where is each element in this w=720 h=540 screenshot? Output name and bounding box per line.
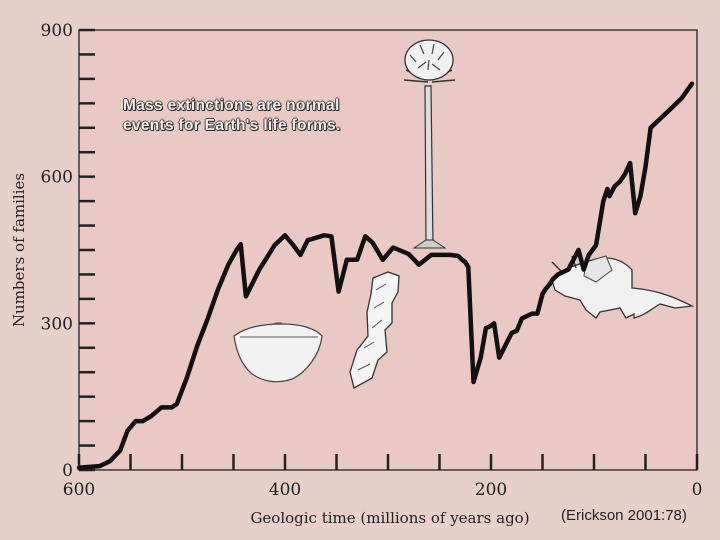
tree-illustration bbox=[403, 39, 456, 249]
trilobite-illustration bbox=[233, 322, 323, 383]
triceratops-illustration bbox=[551, 255, 695, 319]
data-line-families bbox=[76, 81, 695, 470]
caption-line-1: Mass extinctions are normal bbox=[123, 97, 340, 114]
x-axis-title: Geologic time (millions of years ago) bbox=[250, 509, 529, 527]
caption-line-2: events for Earth's life forms. bbox=[123, 117, 341, 134]
minor-ticks bbox=[77, 28, 699, 472]
tick-labels: 0 300 600 900 600 400 200 0 bbox=[41, 21, 703, 500]
y-tick-label: 0 bbox=[62, 461, 73, 481]
x-tick-label: 200 bbox=[475, 480, 507, 500]
y-tick-label: 300 bbox=[41, 314, 73, 334]
y-axis-title: Numbers of families bbox=[10, 173, 28, 327]
caption: Mass extinctions are normal events for E… bbox=[123, 96, 341, 136]
x-tick-label: 600 bbox=[63, 480, 95, 500]
y-tick-label: 600 bbox=[41, 168, 73, 188]
x-tick-label: 0 bbox=[692, 480, 703, 500]
coral-fossil-illustration bbox=[349, 271, 400, 389]
y-tick-label: 900 bbox=[41, 21, 73, 41]
citation: (Erickson 2001:78) bbox=[561, 507, 687, 524]
x-tick-label: 400 bbox=[269, 480, 301, 500]
